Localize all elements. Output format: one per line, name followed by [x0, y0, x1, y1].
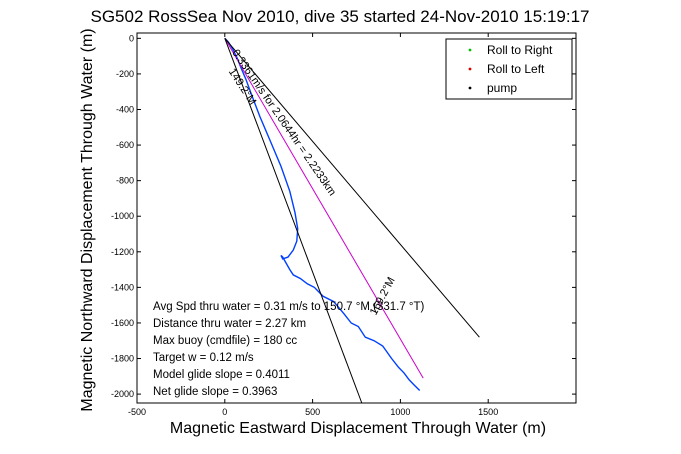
- stats-text: Avg Spd thru water = 0.31 m/s to 150.7 °…: [153, 301, 425, 398]
- legend-marker: [468, 48, 472, 52]
- legend-label: Roll to Left: [487, 62, 545, 76]
- y-axis-label: Magnetic Northward Displacement Through …: [79, 28, 96, 411]
- legend-marker: [468, 67, 472, 71]
- series-layer: [224, 37, 480, 404]
- x-tick-label: 1500: [478, 407, 498, 417]
- legend-entries: Roll to Right Roll to Left pump: [468, 43, 553, 95]
- stats-line: Avg Spd thru water = 0.31 m/s to 150.7 °…: [153, 301, 425, 313]
- stats-line: Net glide slope = 0.3963: [153, 386, 277, 398]
- x-tick-label: -500: [128, 407, 146, 417]
- legend: Roll to Right Roll to Left pump: [445, 38, 573, 100]
- y-tick-label: -1000: [111, 211, 134, 221]
- stats-line: Target w = 0.12 m/s: [153, 352, 254, 364]
- y-tick-label: -2000: [111, 389, 134, 399]
- y-tick-label: -1600: [111, 318, 134, 328]
- tick-layer: -500 0 500 1000 1500 0 -200 -400 -600 -800 -1000 -1…: [111, 33, 576, 417]
- x-tick-label: 1000: [390, 407, 410, 417]
- plot-frame: [136, 32, 577, 404]
- legend-label: pump: [487, 81, 517, 95]
- chart-title: SG502 RossSea Nov 2010, dive 35 started …: [91, 7, 590, 26]
- y-tick-label: -1200: [111, 247, 134, 257]
- series-line-1: [224, 38, 424, 379]
- x-tick-label: 500: [305, 407, 320, 417]
- y-tick-label: -1800: [111, 354, 134, 364]
- stats-line: Model glide slope = 0.4011: [153, 369, 290, 381]
- legend-label: Roll to Right: [487, 43, 553, 57]
- legend-box: [445, 38, 573, 100]
- x-axis-label: Magnetic Eastward Displacement Through W…: [170, 420, 546, 437]
- legend-marker: [468, 86, 472, 90]
- series-line-2: [224, 37, 480, 338]
- y-tick-label: -400: [116, 104, 134, 114]
- series-line-0: [224, 37, 421, 391]
- y-tick-label: -1400: [111, 282, 134, 292]
- stats-line: Max buoy (cmdfile) = 180 cc: [153, 335, 297, 347]
- y-tick-label: 0: [129, 33, 134, 43]
- x-tick-label: 0: [222, 407, 227, 417]
- stats-line: Distance thru water = 2.27 km: [153, 318, 306, 330]
- y-tick-label: -200: [116, 69, 134, 79]
- series-line-3: [224, 38, 363, 404]
- y-tick-label: -800: [116, 176, 134, 186]
- y-tick-label: -600: [116, 140, 134, 150]
